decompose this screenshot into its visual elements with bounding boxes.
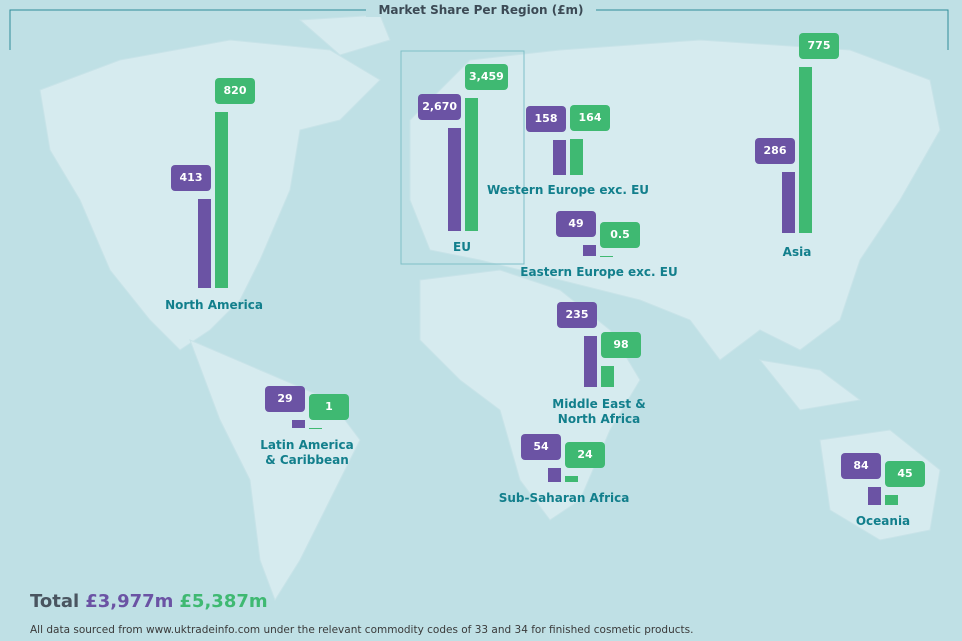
title-bracket — [9, 9, 949, 50]
value-label: 98 — [601, 331, 641, 358]
region-name: Western Europe exc. EU — [486, 183, 650, 197]
bar — [601, 365, 614, 387]
value-label: 24 — [565, 441, 605, 468]
bar — [868, 487, 881, 505]
region-name: Middle East & North Africa — [552, 397, 646, 426]
total-value: £5,387m — [179, 591, 268, 612]
region-name: Eastern Europe exc. EU — [520, 265, 678, 279]
value-label: 29 — [265, 386, 305, 412]
region-name: Latin America & Caribbean — [260, 438, 354, 467]
value-label: 2,670 — [418, 94, 461, 121]
bar — [570, 139, 583, 175]
bar — [799, 67, 812, 233]
bar — [583, 245, 596, 256]
value-label: 235 — [557, 302, 597, 328]
bar — [584, 336, 597, 387]
bar — [885, 495, 898, 505]
bar — [782, 171, 795, 233]
value-label: 1 — [309, 393, 349, 420]
value-label: 54 — [521, 434, 561, 460]
value-label: 45 — [885, 461, 925, 488]
value-label: 164 — [570, 105, 610, 131]
bar — [565, 475, 578, 482]
source-note: All data sourced from www.uktradeinfo.co… — [30, 624, 694, 636]
bar — [548, 468, 561, 482]
region-name: Sub-Saharan Africa — [498, 491, 630, 505]
value-label: 0.5 — [600, 221, 640, 248]
value-label: 286 — [755, 137, 795, 164]
value-label: 84 — [841, 453, 881, 479]
value-label: 775 — [799, 33, 839, 59]
total: Total £3,977m £5,387m — [30, 591, 268, 612]
total-label: Total — [30, 591, 80, 612]
region-name: Oceania — [855, 514, 911, 528]
value-label: 820 — [215, 78, 255, 104]
title-wrap: Market Share Per Region (£m) — [0, 3, 962, 17]
region-name: Asia — [782, 245, 812, 259]
eu-frame — [400, 50, 525, 265]
bar — [215, 112, 228, 288]
bar — [553, 140, 566, 175]
value-label: 3,459 — [465, 64, 508, 90]
value-label: 49 — [556, 211, 596, 237]
chart-title: Market Share Per Region (£m) — [366, 3, 596, 17]
value-label: 158 — [526, 106, 566, 133]
bar — [448, 128, 461, 231]
bar — [465, 98, 478, 231]
value-label: 413 — [171, 165, 211, 192]
region-name: EU — [453, 240, 471, 254]
bar — [292, 420, 305, 428]
bar — [198, 199, 211, 288]
total-value: £3,977m — [85, 591, 174, 612]
region-name: North America — [165, 298, 263, 312]
